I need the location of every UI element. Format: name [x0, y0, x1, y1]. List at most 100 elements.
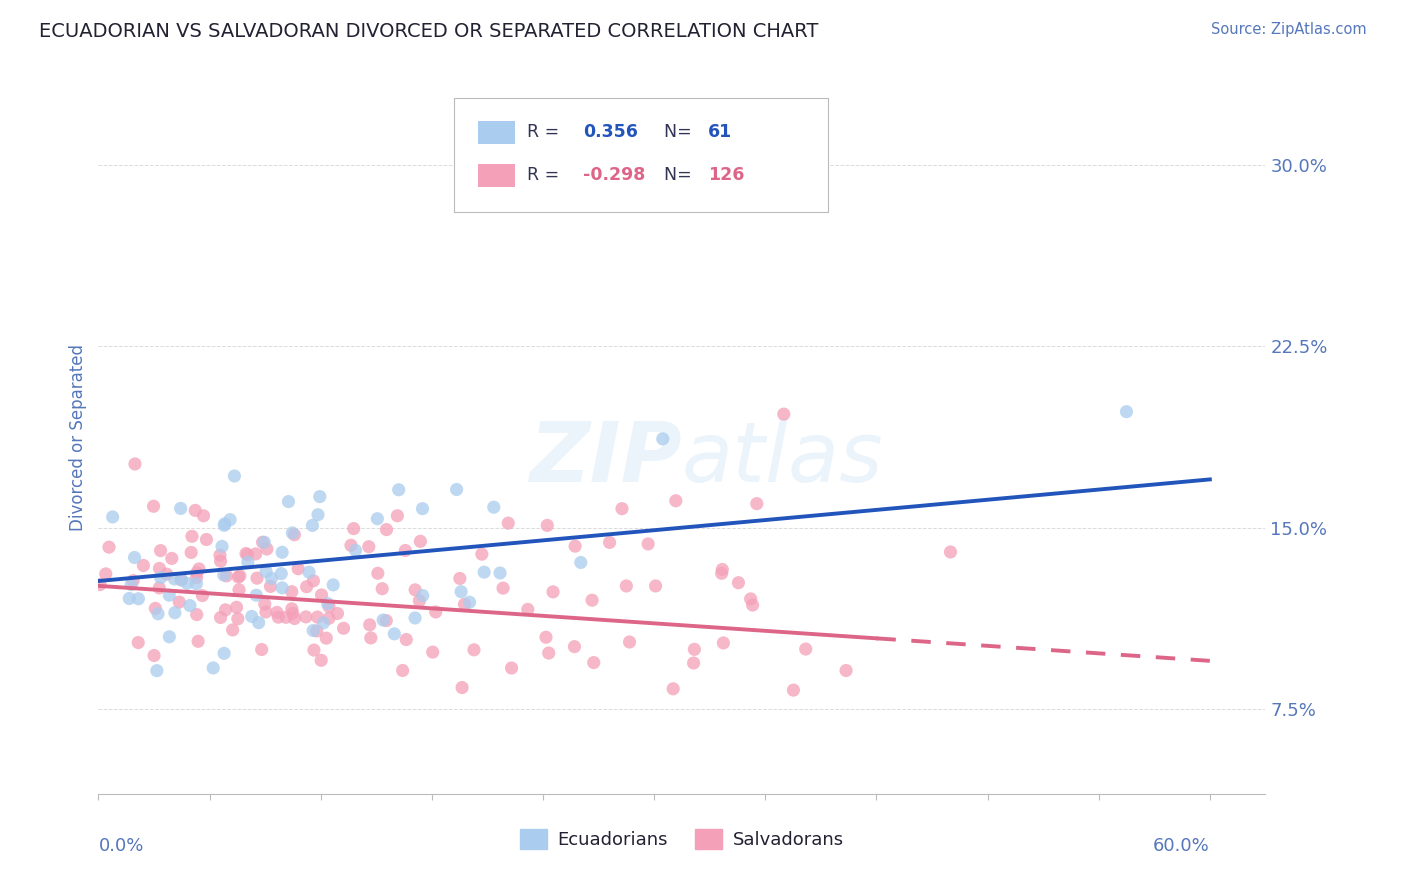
Point — [214, 516, 236, 531]
Point — [148, 581, 170, 595]
Point — [482, 500, 505, 515]
Point — [610, 501, 633, 516]
Point — [307, 610, 329, 624]
Point — [835, 664, 858, 678]
Point — [148, 561, 170, 575]
Point — [305, 624, 328, 638]
Point — [471, 547, 494, 561]
Point — [212, 568, 235, 582]
Point — [710, 566, 733, 581]
Point — [236, 555, 259, 569]
Point — [124, 457, 146, 471]
Point — [316, 597, 339, 611]
Point — [187, 634, 209, 648]
Point — [382, 627, 405, 641]
Point — [101, 510, 124, 524]
Point — [388, 483, 411, 497]
Point — [637, 537, 659, 551]
Point — [228, 582, 250, 597]
Point — [651, 432, 673, 446]
Point — [516, 602, 538, 616]
Point — [146, 607, 169, 621]
Text: ZIP: ZIP — [529, 418, 682, 499]
Point — [281, 602, 304, 616]
Point — [281, 525, 304, 540]
Point — [375, 523, 398, 537]
Point — [343, 522, 366, 536]
Point — [186, 566, 208, 580]
Point — [212, 646, 235, 660]
Point — [94, 566, 117, 581]
Point — [425, 605, 447, 619]
Point — [360, 631, 382, 645]
Point — [245, 547, 267, 561]
Point — [271, 545, 294, 559]
Point — [295, 610, 318, 624]
Point — [449, 571, 471, 585]
Point — [492, 581, 515, 595]
Point — [302, 574, 325, 588]
Point — [254, 605, 277, 619]
Point — [619, 635, 641, 649]
Point — [122, 574, 145, 588]
Text: Source: ZipAtlas.com: Source: ZipAtlas.com — [1211, 22, 1367, 37]
Text: atlas: atlas — [682, 418, 883, 499]
Point — [446, 483, 468, 497]
Point — [387, 508, 409, 523]
Point — [235, 547, 257, 561]
Text: R =: R = — [527, 166, 564, 184]
Point — [344, 543, 367, 558]
Text: N=: N= — [665, 123, 697, 141]
Point — [496, 516, 519, 530]
Point — [228, 570, 250, 584]
Point — [253, 597, 276, 611]
Point — [740, 591, 762, 606]
Text: 60.0%: 60.0% — [1153, 838, 1209, 855]
Point — [453, 598, 475, 612]
Point — [157, 588, 180, 602]
Point — [245, 588, 267, 602]
Point — [1115, 405, 1137, 419]
Point — [281, 607, 304, 621]
Point — [266, 606, 288, 620]
Point — [247, 615, 270, 630]
Point — [315, 631, 337, 645]
Point — [404, 611, 426, 625]
Point — [662, 681, 685, 696]
Point — [408, 594, 430, 608]
Point — [181, 529, 204, 543]
Point — [541, 585, 564, 599]
Text: N=: N= — [665, 166, 697, 184]
Point — [259, 579, 281, 593]
Point — [309, 653, 332, 667]
Point — [741, 598, 763, 612]
Point — [256, 541, 278, 556]
Point — [186, 607, 208, 622]
Point — [127, 635, 149, 649]
Point — [214, 518, 236, 533]
Text: -0.298: -0.298 — [582, 166, 645, 184]
Point — [534, 630, 557, 644]
FancyBboxPatch shape — [454, 98, 828, 212]
Text: 0.356: 0.356 — [582, 123, 637, 141]
Point — [295, 580, 318, 594]
Point — [118, 591, 141, 606]
Point — [250, 642, 273, 657]
Point — [170, 573, 193, 587]
Text: 0.0%: 0.0% — [98, 838, 143, 855]
Point — [252, 535, 274, 549]
Point — [318, 611, 340, 625]
Point — [371, 582, 394, 596]
Point — [202, 661, 225, 675]
Point — [163, 572, 186, 586]
Point — [195, 533, 218, 547]
Point — [157, 630, 180, 644]
Point — [188, 562, 211, 576]
Point — [143, 601, 166, 615]
Point — [283, 527, 305, 541]
Point — [253, 535, 276, 549]
Point — [312, 615, 335, 630]
Point — [176, 576, 198, 591]
Point — [270, 566, 292, 581]
Point — [208, 548, 231, 562]
